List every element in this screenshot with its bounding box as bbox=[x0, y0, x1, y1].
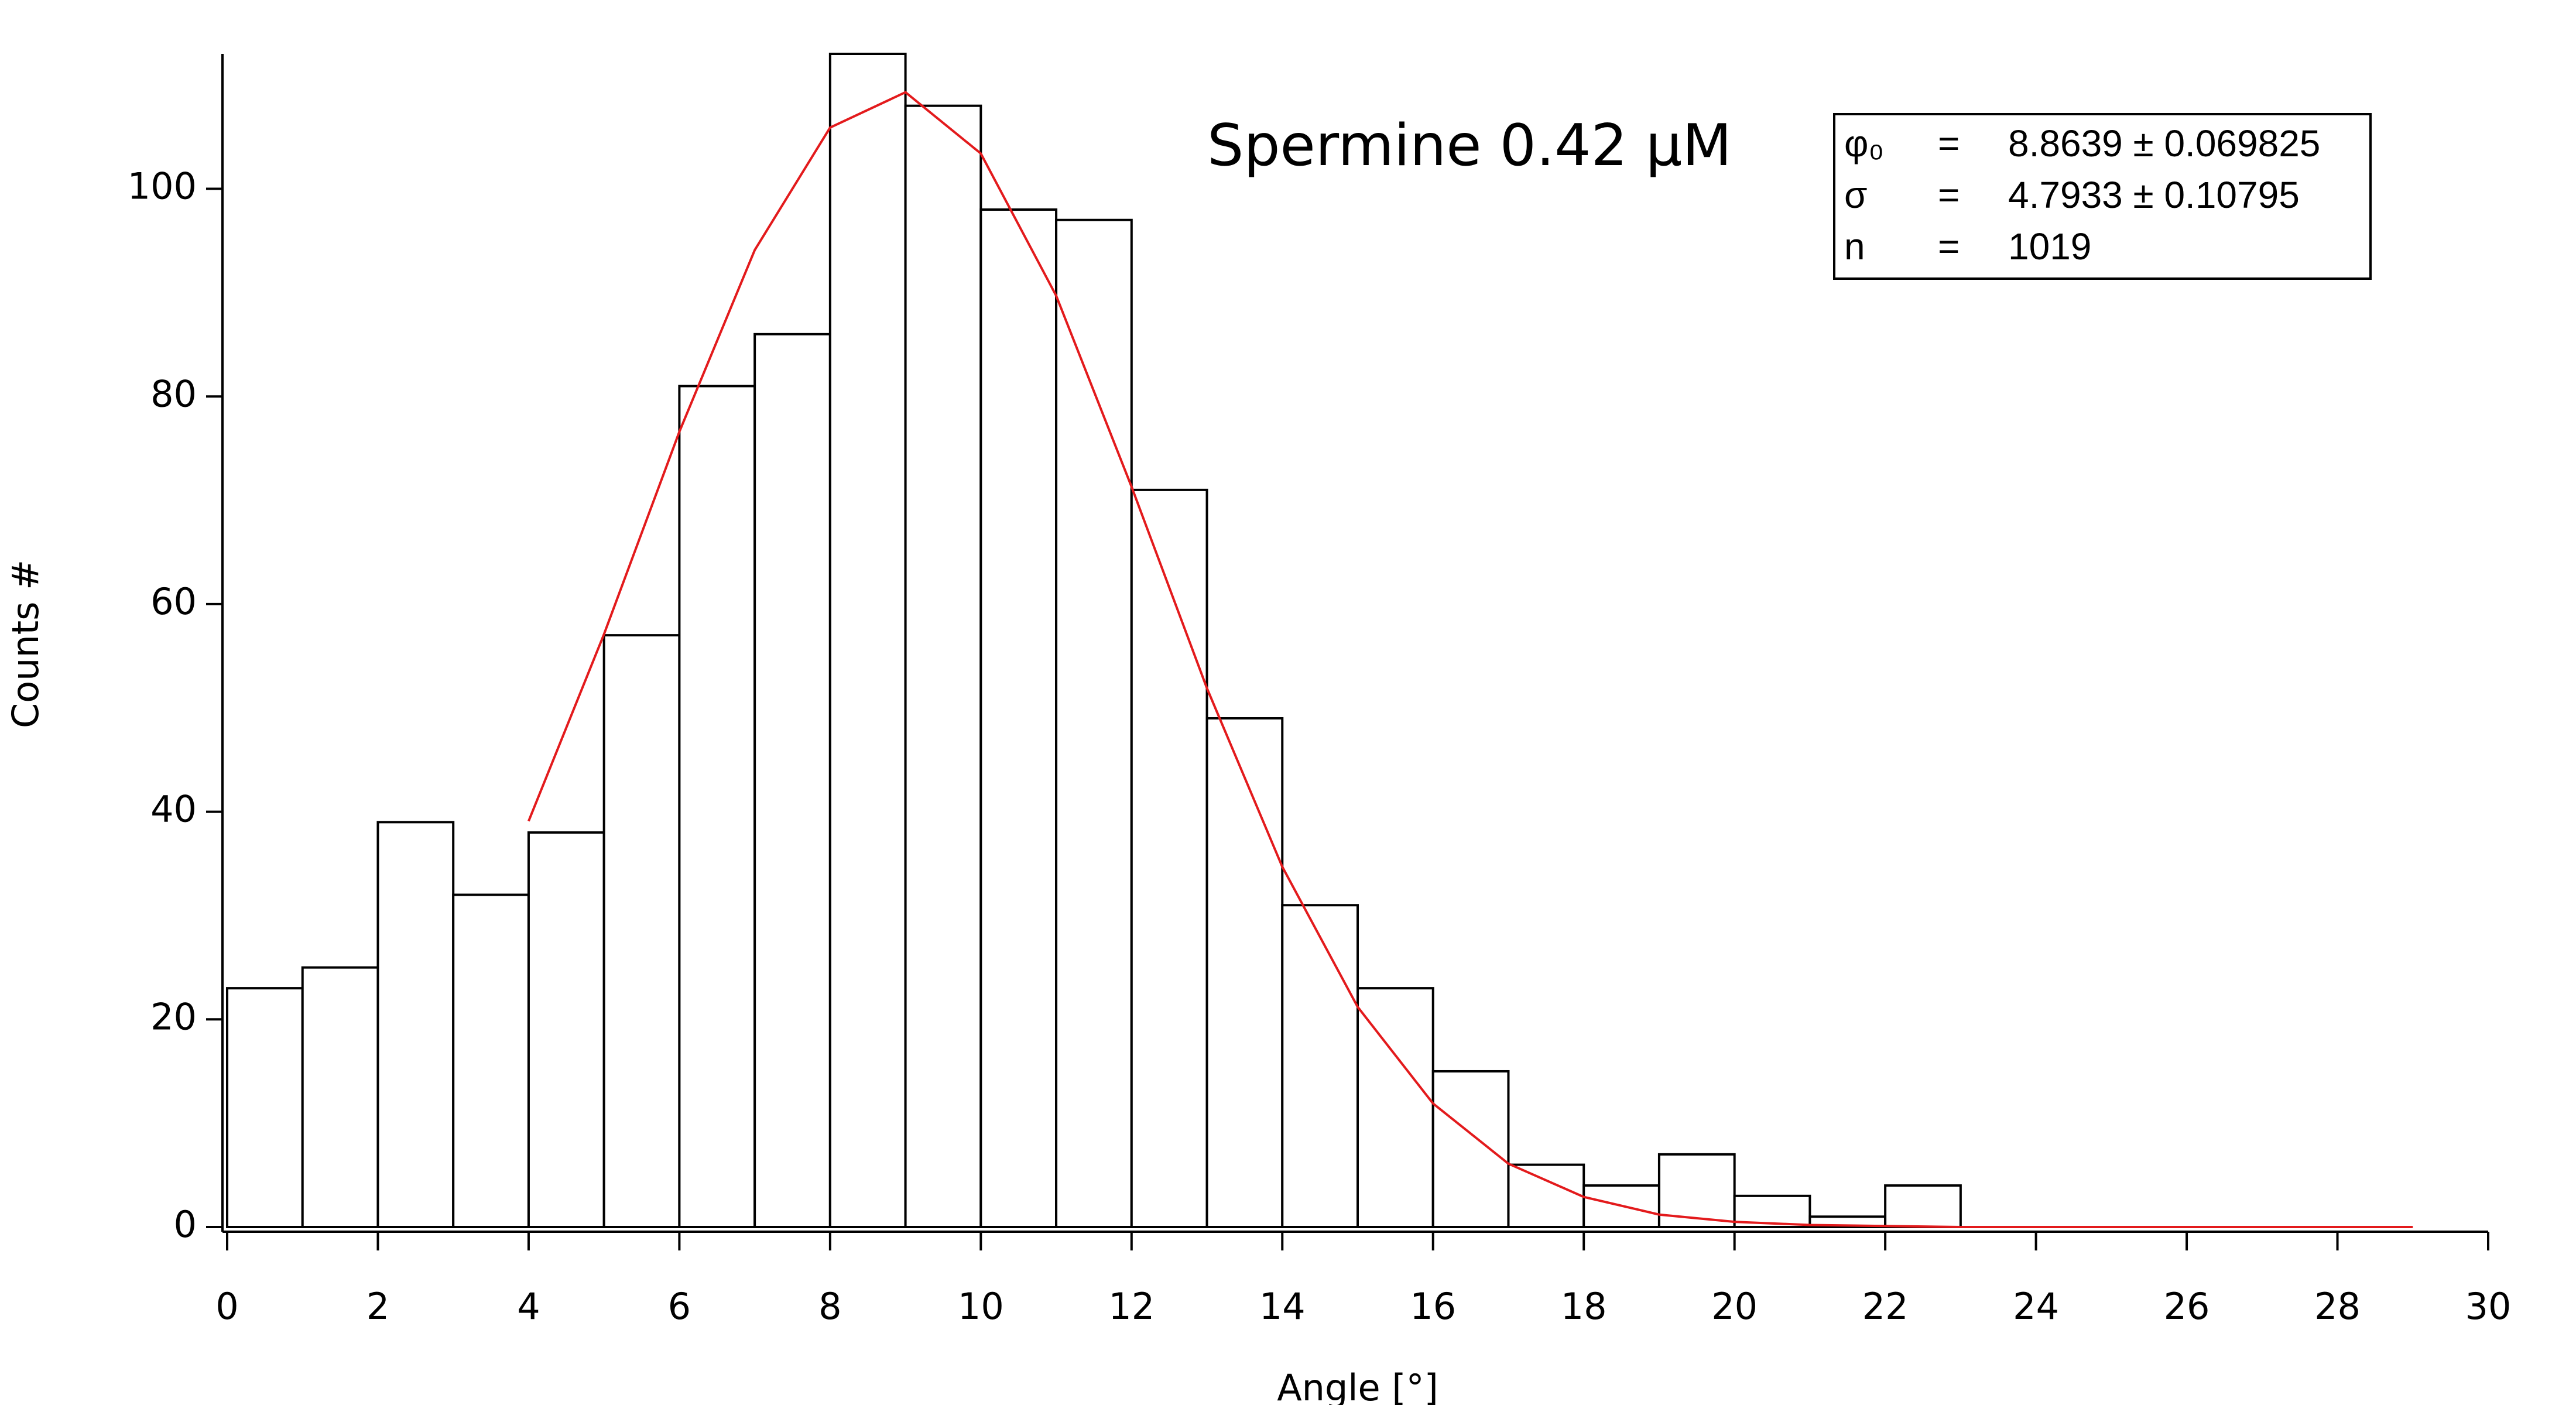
x-tick-label: 20 bbox=[1711, 1285, 1758, 1328]
annotation-text: 8.8639 ± 0.069825 bbox=[2008, 122, 2320, 165]
x-tick-label: 2 bbox=[366, 1285, 389, 1328]
annotation-text: 1019 bbox=[2008, 225, 2091, 268]
fit-curve bbox=[527, 91, 2413, 1228]
bar bbox=[527, 831, 605, 1228]
annotation-text: σ bbox=[1844, 174, 1868, 216]
bar bbox=[753, 333, 831, 1228]
bar bbox=[1356, 987, 1434, 1228]
annotation-text: n bbox=[1844, 225, 1865, 268]
x-tick-label: 4 bbox=[517, 1285, 540, 1328]
bar bbox=[1130, 488, 1208, 1228]
y-tick-label: 0 bbox=[174, 1203, 197, 1246]
x-axis-label: Angle [°] bbox=[1277, 1366, 1438, 1405]
bar bbox=[979, 208, 1058, 1228]
annotation-text: φ₀ bbox=[1844, 122, 1884, 165]
annotation-text: = bbox=[1938, 174, 1960, 216]
y-tick-label: 60 bbox=[150, 580, 197, 623]
bar bbox=[678, 385, 756, 1228]
bar bbox=[1205, 717, 1284, 1228]
y-tick-label: 20 bbox=[150, 995, 197, 1038]
x-tick-label: 30 bbox=[2465, 1285, 2512, 1328]
y-axis-label: Counts # bbox=[4, 560, 47, 728]
y-tick-label: 100 bbox=[128, 165, 197, 208]
bar bbox=[301, 966, 379, 1229]
bar bbox=[1055, 218, 1133, 1228]
chart-title: Spermine 0.42 µM bbox=[1207, 112, 1732, 179]
bar bbox=[828, 53, 907, 1228]
bar bbox=[1884, 1184, 1962, 1228]
annotation-text: = bbox=[1938, 225, 1960, 268]
bar bbox=[452, 893, 530, 1228]
annotation-box bbox=[1833, 113, 2372, 280]
bar bbox=[1431, 1070, 1510, 1228]
x-tick-label: 10 bbox=[958, 1285, 1004, 1328]
annotation-text: = bbox=[1938, 122, 1960, 165]
bar bbox=[904, 104, 982, 1228]
annotation-text: 4.7933 ± 0.10795 bbox=[2008, 174, 2300, 216]
x-tick-label: 12 bbox=[1108, 1285, 1155, 1328]
y-tick-label: 40 bbox=[150, 788, 197, 831]
x-tick-label: 18 bbox=[1561, 1285, 1607, 1328]
x-tick-label: 6 bbox=[668, 1285, 691, 1328]
bar bbox=[1507, 1163, 1585, 1228]
x-tick-label: 16 bbox=[1410, 1285, 1456, 1328]
y-tick-label: 80 bbox=[150, 372, 197, 415]
x-tick-label: 28 bbox=[2314, 1285, 2361, 1328]
bar bbox=[376, 821, 455, 1228]
bar bbox=[602, 634, 681, 1228]
x-tick-label: 8 bbox=[818, 1285, 841, 1328]
x-tick-label: 14 bbox=[1259, 1285, 1306, 1328]
x-tick-label: 22 bbox=[1862, 1285, 1909, 1328]
x-tick-label: 0 bbox=[215, 1285, 238, 1328]
x-tick-label: 24 bbox=[2013, 1285, 2059, 1328]
bar bbox=[226, 987, 304, 1228]
bar bbox=[1281, 904, 1359, 1228]
x-tick-label: 26 bbox=[2164, 1285, 2210, 1328]
